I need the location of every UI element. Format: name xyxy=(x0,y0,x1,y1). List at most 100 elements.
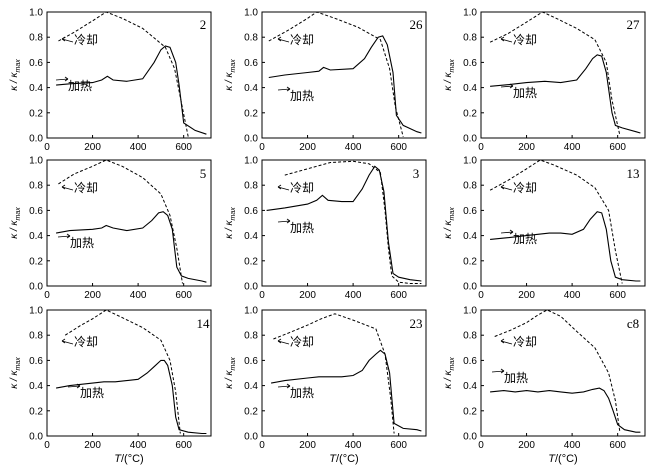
x-axis-label: T/(°C) xyxy=(329,453,358,465)
cooling-arrow-icon xyxy=(277,184,290,191)
heating-label: 加热 xyxy=(290,221,314,235)
cooling-label: 冷却 xyxy=(290,335,314,349)
y-tick-label: 0.4 xyxy=(29,231,43,242)
x-tick-label: 0 xyxy=(478,440,484,451)
y-axis-label-sub: max xyxy=(230,59,237,73)
y-axis-label-main: κ / κ xyxy=(224,369,235,388)
cooling-label: 冷却 xyxy=(290,181,314,195)
y-tick-label: 0.8 xyxy=(463,181,477,192)
y-tick-label: 0.4 xyxy=(29,381,43,392)
plot-frame xyxy=(261,159,427,287)
y-tick-label: 0.4 xyxy=(244,231,258,242)
y-axis-label-main: κ / κ xyxy=(9,219,20,238)
y-axis-label-sub: max xyxy=(15,207,22,221)
plot-frame xyxy=(46,159,212,287)
cooling-arrow-icon xyxy=(61,36,74,43)
cooling-arrow-icon xyxy=(277,36,290,43)
heating-arrow-icon xyxy=(55,76,69,82)
y-axis-label-main: κ / κ xyxy=(443,71,454,90)
cooling-label: 冷却 xyxy=(74,335,98,349)
panel-c8: 0.0 0.2 0.4 0.6 0.8 1.0 0 200 400 600 κ / κmax T/(°… xyxy=(443,306,646,465)
y-axis-label: κ / κmax xyxy=(443,207,456,239)
y-tick-label: 0.6 xyxy=(244,356,258,367)
heating-curve xyxy=(490,387,641,433)
x-tick-label: 200 xyxy=(84,440,101,451)
heating-label: 加热 xyxy=(68,79,92,93)
y-tick-label: 0.0 xyxy=(244,432,258,443)
y-axis-label: κ / κmax xyxy=(9,59,22,91)
panel-title: 26 xyxy=(410,17,424,32)
cooling-label: 冷却 xyxy=(74,33,98,47)
x-tick-label: 0 xyxy=(44,290,50,301)
y-tick-label: 0.4 xyxy=(29,83,43,94)
y-axis-label: κ / κmax xyxy=(224,59,237,91)
y-tick-label: 0.0 xyxy=(463,134,477,145)
y-tick-label: 0.2 xyxy=(29,406,43,417)
y-tick-label: 0.6 xyxy=(29,58,43,69)
plot-frame xyxy=(46,11,212,139)
heating-arrow-icon xyxy=(57,233,71,239)
x-tick-label: 0 xyxy=(44,440,50,451)
y-tick-label: 1.0 xyxy=(29,156,43,167)
heating-label: 加热 xyxy=(290,89,314,103)
x-tick-label: 400 xyxy=(564,440,581,451)
x-tick-label: 200 xyxy=(518,290,535,301)
y-axis-label-main: κ / κ xyxy=(9,369,20,388)
x-axis-label-unit: /(°C) xyxy=(121,453,144,465)
x-tick-label: 0 xyxy=(478,290,484,301)
y-axis-label-sub: max xyxy=(15,357,22,371)
y-tick-label: 0.8 xyxy=(29,33,43,44)
panel-title: 13 xyxy=(627,166,640,181)
y-tick-label: 1.0 xyxy=(29,8,43,19)
y-tick-label: 0.2 xyxy=(244,108,258,119)
cooling-label: 冷却 xyxy=(290,33,314,47)
x-tick-label: 0 xyxy=(259,440,265,451)
x-axis-label: T/(°C) xyxy=(548,453,577,465)
heating-curve xyxy=(56,359,207,435)
x-tick-label: 600 xyxy=(175,142,192,153)
panel-27: 0.0 0.2 0.4 0.6 0.8 1.0 0 200 400 600 κ / κmax 27 冷却… xyxy=(443,8,646,153)
x-tick-label: 600 xyxy=(390,290,407,301)
panel-title: 5 xyxy=(200,166,207,181)
y-tick-label: 1.0 xyxy=(244,156,258,167)
x-tick-label: 600 xyxy=(175,440,192,451)
x-tick-label: 200 xyxy=(299,440,316,451)
y-tick-label: 0.2 xyxy=(463,256,477,267)
heating-arrow-icon xyxy=(67,383,81,389)
x-tick-label: 400 xyxy=(345,440,362,451)
heating-curve xyxy=(271,349,422,432)
y-axis-label-main: κ / κ xyxy=(224,71,235,90)
y-tick-label: 0.6 xyxy=(463,206,477,217)
x-tick-label: 400 xyxy=(130,142,147,153)
y-tick-label: 0.8 xyxy=(463,331,477,342)
y-tick-label: 1.0 xyxy=(244,8,258,19)
y-axis-label-main: κ / κ xyxy=(9,71,20,90)
x-tick-label: 400 xyxy=(564,290,581,301)
heating-curve xyxy=(56,211,207,283)
y-tick-label: 0.6 xyxy=(29,206,43,217)
cooling-curve xyxy=(489,159,623,284)
panel-title: c8 xyxy=(627,316,639,331)
y-tick-label: 0.0 xyxy=(29,282,43,293)
x-tick-label: 400 xyxy=(345,142,362,153)
y-tick-label: 0.0 xyxy=(244,134,258,145)
y-axis-label: κ / κmax xyxy=(9,357,22,389)
y-tick-label: 0.8 xyxy=(244,33,258,44)
y-axis-label-sub: max xyxy=(449,357,456,371)
cooling-curve xyxy=(273,313,395,434)
cooling-label: 冷却 xyxy=(513,181,537,195)
y-tick-label: 0.2 xyxy=(244,406,258,417)
y-tick-label: 1.0 xyxy=(463,156,477,167)
x-axis-label-T: T xyxy=(329,453,337,465)
heating-curve xyxy=(266,165,422,282)
y-tick-label: 0.2 xyxy=(29,108,43,119)
x-tick-label: 200 xyxy=(299,142,316,153)
y-tick-label: 0.2 xyxy=(29,256,43,267)
x-tick-label: 200 xyxy=(84,290,101,301)
plot-frame xyxy=(261,309,427,437)
y-axis-label: κ / κmax xyxy=(443,357,456,389)
cooling-arrow-icon xyxy=(61,338,74,345)
y-tick-label: 0.8 xyxy=(463,33,477,44)
heating-label: 加热 xyxy=(70,236,94,250)
